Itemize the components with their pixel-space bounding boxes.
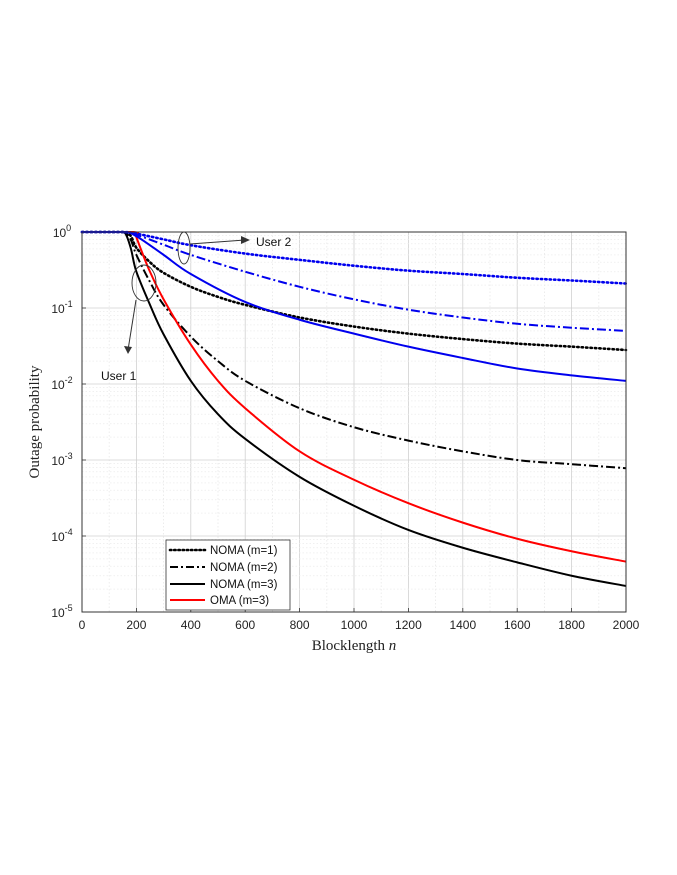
x-tick-label: 200 [126,618,146,632]
series-line-user2-6 [81,230,627,382]
user2-arrowhead [241,236,250,244]
x-tick-label: 0 [79,618,86,632]
user1-arrowhead [124,346,132,354]
grid [82,232,626,612]
x-tick-label: 1800 [558,618,585,632]
legend-label-noma-m3: NOMA (m=3) [210,579,278,591]
legend-box [165,539,291,611]
x-tick-label: 1400 [449,618,476,632]
user2-label: User 2 [256,235,292,249]
series-line-user1-3 [81,230,627,563]
series-line-user1-0 [80,230,628,352]
series-line-user1-2 [81,230,627,587]
y-tick-label: 100 [53,223,71,240]
legend-label-oma-m3: OMA (m=3) [210,595,269,607]
x-tick-label: 2000 [613,618,640,632]
y-tick-label: 10-5 [51,603,72,620]
y-tick-label: 10-3 [51,451,72,468]
x-tick-label: 600 [235,618,255,632]
series-layer [80,230,628,587]
x-tick-label: 1200 [395,618,422,632]
x-tick-label: 1000 [341,618,368,632]
user1-label: User 1 [101,369,137,383]
y-tick-label: 10-1 [51,299,72,316]
x-tick-label: 800 [290,618,310,632]
user1-arrow [127,299,137,351]
plot-frame [81,231,627,613]
x-tick-label: 1600 [504,618,531,632]
y-tick-label: 10-2 [51,375,72,392]
legend-label-noma-m1: NOMA (m=1) [210,545,278,557]
legend-label-noma-m2: NOMA (m=2) [210,562,278,574]
x-tick-label: 400 [181,618,201,632]
user2-arrow [189,239,246,245]
legend: NOMA (m=1) NOMA (m=2) NOMA (m=3) OMA (m=… [165,539,291,611]
series-line-user2-5 [81,230,627,332]
y-axis-label: Outage probability [27,365,43,478]
ticks: 0 200 400 600 800 1000 1200 1400 1600 1800 2000 100… [51,223,639,632]
y-tick-label: 10-4 [51,527,72,544]
series-line-user2-4 [80,230,628,285]
x-axis-label: Blocklength n [312,638,397,654]
user1-ellipse [131,264,157,302]
user2-ellipse [177,231,191,265]
series-line-user1-1 [81,230,627,470]
